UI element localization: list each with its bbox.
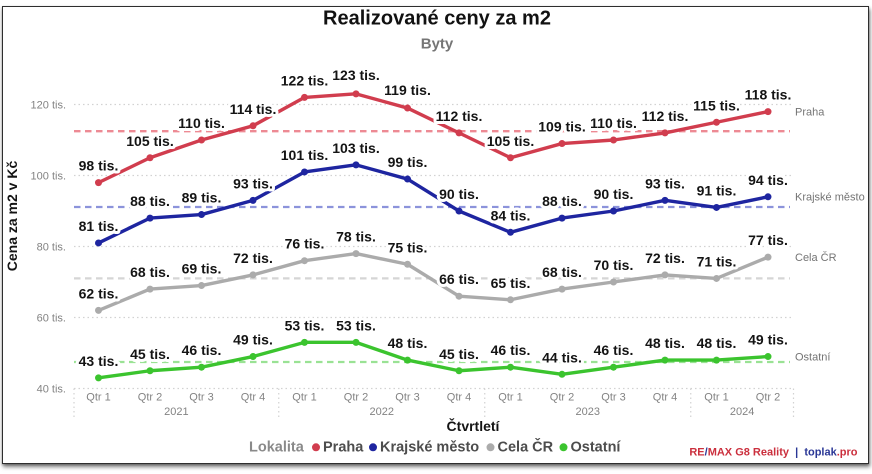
svg-text:48 tis.: 48 tis. [697,335,737,351]
svg-text:101 tis.: 101 tis. [281,147,328,163]
svg-text:45 tis.: 45 tis. [439,346,479,362]
svg-text:46 tis.: 46 tis. [491,342,531,358]
svg-text:80 tis.: 80 tis. [37,241,66,253]
svg-text:66 tis.: 66 tis. [439,271,479,287]
svg-text:110 tis.: 110 tis. [178,115,225,131]
svg-text:88 tis.: 88 tis. [542,193,582,209]
svg-text:65 tis.: 65 tis. [491,275,531,291]
svg-text:46 tis.: 46 tis. [182,342,222,358]
svg-text:71 tis.: 71 tis. [697,253,737,269]
svg-text:48 tis.: 48 tis. [645,335,685,351]
svg-text:Krajské město: Krajské město [795,192,865,204]
svg-text:75 tis.: 75 tis. [388,239,428,255]
svg-text:Byty: Byty [421,36,454,53]
svg-text:Qtr 1: Qtr 1 [498,392,522,404]
svg-text:Lokalita: Lokalita [249,440,305,456]
svg-text:Ostatní: Ostatní [571,440,622,456]
svg-text:Qtr 3: Qtr 3 [189,392,213,404]
svg-text:90 tis.: 90 tis. [594,186,634,202]
svg-text:112 tis.: 112 tis. [436,108,483,124]
svg-text:112 tis.: 112 tis. [642,108,689,124]
svg-text:Cena za m2 v Kč: Cena za m2 v Kč [4,161,20,272]
svg-text:Qtr 1: Qtr 1 [86,392,110,404]
svg-text:45 tis.: 45 tis. [130,346,170,362]
svg-text:Qtr 2: Qtr 2 [344,392,368,404]
svg-text:70 tis.: 70 tis. [594,257,634,273]
svg-text:40 tis.: 40 tis. [37,383,66,395]
svg-text:72 tis.: 72 tis. [645,250,685,266]
svg-text:119 tis.: 119 tis. [384,82,431,98]
svg-text:44 tis.: 44 tis. [542,349,582,365]
svg-text:114 tis.: 114 tis. [230,101,277,117]
svg-text:Qtr 1: Qtr 1 [704,392,728,404]
svg-text:68 tis.: 68 tis. [542,264,582,280]
svg-text:Qtr 4: Qtr 4 [447,392,471,404]
svg-text:81 tis.: 81 tis. [79,218,119,234]
svg-text:93 tis.: 93 tis. [233,175,273,191]
svg-text:84 tis.: 84 tis. [491,207,531,223]
svg-text:RE/MAX G8 Reality | toplak.p: RE/MAX G8 Reality | toplak.pro [689,447,857,459]
svg-text:93 tis.: 93 tis. [645,175,685,191]
svg-text:76 tis.: 76 tis. [285,236,325,252]
svg-text:122 tis.: 122 tis. [281,72,328,88]
svg-text:Krajské město: Krajské město [380,440,479,456]
svg-text:2022: 2022 [370,406,394,418]
svg-text:72 tis.: 72 tis. [233,250,273,266]
svg-text:105 tis.: 105 tis. [487,133,534,149]
svg-text:Qtr 2: Qtr 2 [138,392,162,404]
svg-text:43 tis.: 43 tis. [79,353,119,369]
svg-text:49 tis.: 49 tis. [233,332,273,348]
svg-text:103 tis.: 103 tis. [332,140,379,156]
svg-text:49 tis.: 49 tis. [748,332,788,348]
svg-text:Praha: Praha [795,106,825,118]
svg-text:99 tis.: 99 tis. [388,154,428,170]
svg-text:Ostatní: Ostatní [795,351,830,363]
svg-text:120 tis.: 120 tis. [31,99,66,111]
svg-text:98 tis.: 98 tis. [79,158,119,174]
svg-text:53 tis.: 53 tis. [285,317,325,333]
svg-text:60 tis.: 60 tis. [37,312,66,324]
svg-text:77 tis.: 77 tis. [748,232,788,248]
svg-text:Qtr 3: Qtr 3 [601,392,625,404]
svg-text:Praha: Praha [323,440,364,456]
svg-text:78 tis.: 78 tis. [336,229,376,245]
svg-text:90 tis.: 90 tis. [439,186,479,202]
svg-text:2021: 2021 [164,406,188,418]
svg-text:Qtr 2: Qtr 2 [550,392,574,404]
svg-text:53 tis.: 53 tis. [336,317,376,333]
svg-text:2024: 2024 [730,406,754,418]
svg-text:Qtr 4: Qtr 4 [653,392,677,404]
svg-text:88 tis.: 88 tis. [130,193,170,209]
svg-text:91 tis.: 91 tis. [697,182,737,198]
svg-text:Cela ČR: Cela ČR [498,438,554,456]
svg-text:89 tis.: 89 tis. [182,190,222,206]
svg-text:109 tis.: 109 tis. [538,119,585,135]
svg-text:69 tis.: 69 tis. [182,261,222,277]
svg-text:115 tis.: 115 tis. [693,97,740,113]
svg-text:118 tis.: 118 tis. [745,87,792,103]
svg-text:Čtvrtletí: Čtvrtletí [447,417,501,434]
svg-text:Qtr 3: Qtr 3 [395,392,419,404]
svg-text:123 tis.: 123 tis. [332,67,379,83]
svg-text:2023: 2023 [576,406,600,418]
svg-text:100 tis.: 100 tis. [31,170,66,182]
svg-text:Realizované ceny za m2: Realizované ceny za m2 [323,8,551,30]
svg-text:105 tis.: 105 tis. [126,133,173,149]
svg-text:Cela ČR: Cela ČR [795,251,837,264]
svg-text:68 tis.: 68 tis. [130,264,170,280]
svg-text:48 tis.: 48 tis. [388,335,428,351]
svg-text:Qtr 1: Qtr 1 [292,392,316,404]
svg-text:94 tis.: 94 tis. [748,172,788,188]
svg-text:Qtr 2: Qtr 2 [756,392,780,404]
svg-text:62 tis.: 62 tis. [79,285,119,301]
svg-text:110 tis.: 110 tis. [590,115,637,131]
svg-text:Qtr 4: Qtr 4 [241,392,265,404]
svg-text:46 tis.: 46 tis. [594,342,634,358]
